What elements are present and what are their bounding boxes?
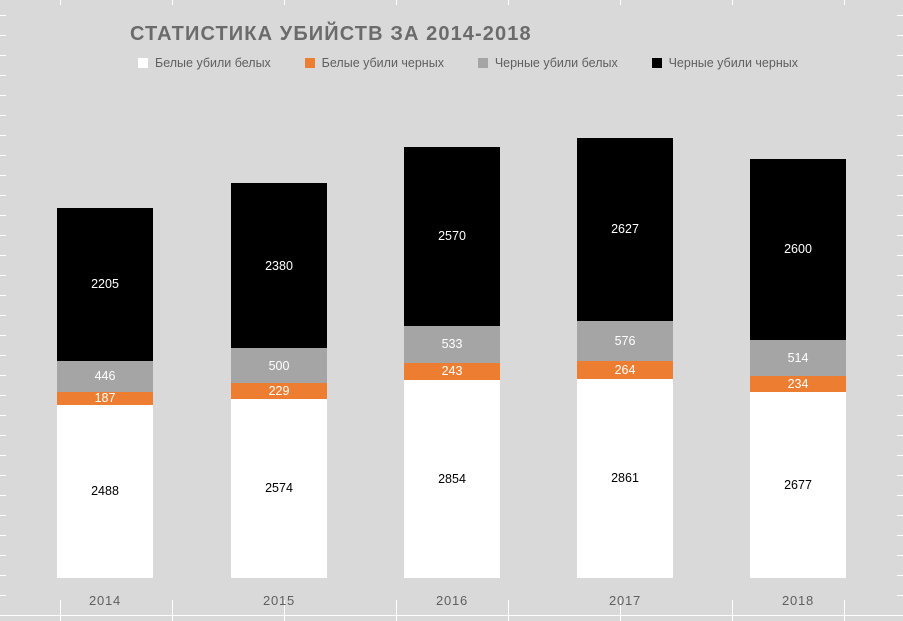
bar-segment-1[interactable]: 2488: [57, 405, 153, 578]
data-label: 2380: [265, 258, 293, 273]
stacked-bar[interactable]: 2488 187 446 2205: [57, 207, 153, 578]
data-label: 2570: [438, 229, 466, 244]
legend-item-white-killed-black[interactable]: Белые убили черных: [304, 56, 444, 70]
data-label: 229: [268, 383, 290, 398]
bar-segment-4[interactable]: 2570: [404, 147, 500, 326]
bar-segment-1[interactable]: 2861: [577, 379, 673, 578]
x-axis-label-2018: 2018: [781, 593, 815, 608]
legend-label-black-killed-white: Черные убили белых: [494, 56, 618, 70]
legend-swatch-orange: [304, 58, 315, 68]
bar-segment-4[interactable]: 2627: [577, 138, 673, 321]
chart-legend[interactable]: Белые убили белых Белые убили черных Чер…: [138, 56, 798, 70]
x-axis-label-2014: 2014: [88, 593, 122, 608]
data-label: 2574: [265, 481, 293, 496]
data-label: 514: [787, 350, 809, 365]
data-label: 234: [787, 376, 809, 391]
bar-segment-2[interactable]: 243: [404, 362, 500, 380]
x-axis-label-2015: 2015: [262, 593, 296, 608]
stacked-bar[interactable]: 2677 234 514 2600: [750, 159, 846, 578]
data-label: 2205: [91, 277, 119, 292]
data-label: 2627: [611, 222, 639, 237]
data-label: 264: [614, 362, 636, 377]
bar-group-2017[interactable]: 2861 264 576 2627 2017: [577, 138, 673, 608]
legend-label-black-killed-black: Черные убили черных: [668, 56, 798, 70]
bar-segment-3[interactable]: 500: [231, 348, 327, 384]
bar-segment-2[interactable]: 229: [231, 383, 327, 400]
bar-segment-2[interactable]: 234: [750, 375, 846, 392]
legend-swatch-black: [651, 58, 662, 68]
data-label: 2677: [784, 477, 812, 492]
chart-title[interactable]: СТАТИСТИКА УБИЙСТВ ЗА 2014-2018: [130, 23, 532, 45]
bar-group-2016[interactable]: 2854 243 533 2570 2016: [404, 147, 500, 608]
bar-segment-3[interactable]: 446: [57, 361, 153, 393]
x-axis-label-2017: 2017: [608, 593, 642, 608]
data-label: 2488: [91, 484, 119, 499]
bar-segment-4[interactable]: 2600: [750, 159, 846, 340]
x-axis-label-2016: 2016: [435, 593, 469, 608]
legend-swatch-white: [138, 58, 148, 68]
bar-segment-3[interactable]: 533: [404, 325, 500, 363]
legend-label-white-killed-black: Белые убили черных: [321, 56, 444, 70]
bar-segment-1[interactable]: 2574: [231, 399, 327, 578]
stacked-bar[interactable]: 2854 243 533 2570: [404, 147, 500, 578]
bar-segment-2[interactable]: 187: [57, 391, 153, 406]
bar-segment-3[interactable]: 514: [750, 339, 846, 376]
bar-segment-1[interactable]: 2854: [404, 379, 500, 578]
bar-segment-4[interactable]: 2205: [57, 207, 153, 362]
bar-group-2018[interactable]: 2677 234 514 2600 2018: [750, 159, 846, 608]
stacked-bar[interactable]: 2861 264 576 2627: [577, 138, 673, 578]
data-label: 2854: [438, 471, 466, 486]
legend-label-white-killed-white: Белые убили белых: [155, 56, 271, 70]
bar-group-2015[interactable]: 2574 229 500 2380 2015: [231, 183, 327, 608]
bar-segment-4[interactable]: 2380: [231, 183, 327, 349]
bar-group-2014[interactable]: 2488 187 446 2205 2014: [57, 207, 153, 608]
bar-segment-1[interactable]: 2677: [750, 391, 846, 578]
legend-swatch-gray: [477, 58, 488, 68]
legend-item-white-killed-white[interactable]: Белые убили белых: [138, 56, 271, 70]
data-label: 243: [441, 363, 463, 378]
data-label: 533: [441, 337, 463, 352]
stacked-bar[interactable]: 2574 229 500 2380: [231, 183, 327, 578]
data-label: 446: [94, 369, 116, 384]
legend-item-black-killed-white[interactable]: Черные убили белых: [477, 56, 618, 70]
legend-item-black-killed-black[interactable]: Черные убили черных: [651, 56, 798, 70]
bar-segment-3[interactable]: 576: [577, 320, 673, 361]
data-label: 2861: [611, 471, 639, 486]
bar-segment-2[interactable]: 264: [577, 360, 673, 380]
data-label: 500: [268, 358, 290, 373]
data-label: 2600: [784, 242, 812, 257]
data-label: 576: [614, 333, 636, 348]
data-label: 187: [94, 391, 116, 406]
